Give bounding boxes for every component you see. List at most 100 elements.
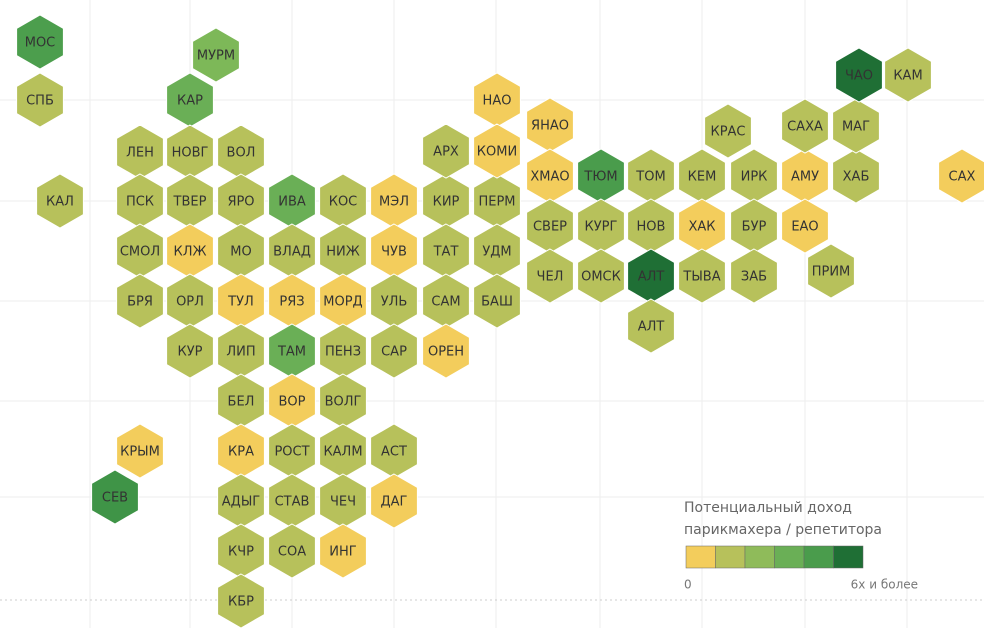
region-label: МОРД (323, 295, 362, 310)
region-label: КРА (228, 445, 254, 460)
region-label: ЛЕН (126, 146, 154, 161)
region-label: ЗАБ (741, 270, 767, 285)
region-hex (832, 148, 880, 204)
region-label: КАЛ (46, 195, 74, 210)
region-label: ИРК (741, 170, 768, 185)
region-label: ИНГ (329, 545, 357, 560)
region-label: КАР (177, 94, 203, 109)
region-label: ПРИМ (812, 265, 851, 280)
region-label: АЛТ (638, 320, 665, 335)
region-hex (678, 248, 726, 304)
legend-swatch (685, 545, 716, 569)
region-label: ВОР (279, 395, 306, 410)
region-label: БРЯ (127, 295, 153, 310)
legend-swatch (803, 545, 834, 569)
region-label: ВЛАД (273, 245, 311, 260)
region-hex (370, 473, 418, 529)
region-label: СПБ (26, 94, 54, 109)
region-hex (730, 248, 778, 304)
region-hex (938, 148, 984, 204)
legend-swatch (744, 545, 775, 569)
region-label: СОА (278, 545, 306, 560)
region-label: ДАГ (381, 495, 408, 510)
region-label: СМОЛ (120, 245, 160, 260)
region-label: АЛТ (638, 270, 665, 285)
region-hex (36, 173, 84, 229)
region-label: НОВ (637, 220, 666, 235)
legend-min: 0 (684, 578, 692, 592)
region-label: АМУ (791, 170, 819, 185)
region-hex (116, 273, 164, 329)
region-hex (422, 123, 470, 179)
region-label: ВОЛ (227, 146, 256, 161)
region-label: СЕВ (102, 491, 128, 506)
region-label: УЛЬ (381, 295, 408, 310)
region-label: РЯЗ (279, 295, 304, 310)
legend-title: парикмахера / репетитора (684, 522, 882, 538)
region-label: ЧУВ (381, 245, 407, 260)
region-label: СТАВ (275, 495, 310, 510)
region-label: РОСТ (274, 445, 309, 460)
region-hex (577, 248, 625, 304)
region-label: КИР (433, 195, 460, 210)
region-label: МОС (25, 36, 56, 51)
legend-swatch (833, 545, 864, 569)
legend-title: Потенциальный доход (684, 500, 852, 516)
legend-swatch (715, 545, 746, 569)
region-hex (116, 423, 164, 479)
region-label: ОМСК (581, 270, 621, 285)
region-label: АСТ (381, 445, 407, 460)
region-label: ЯНАО (531, 119, 569, 134)
region-hex (526, 248, 574, 304)
region-label: ЛИП (226, 345, 255, 360)
region-label: КОМИ (477, 145, 517, 160)
region-label: АРХ (433, 145, 459, 160)
region-label: ТАМ (277, 345, 306, 360)
region-label: ТЫВА (682, 270, 720, 285)
region-hex (473, 123, 521, 179)
region-label: ЧЕЧ (330, 495, 356, 510)
region-hex (16, 14, 64, 70)
region-label: КАМ (893, 69, 922, 84)
region-label: ЯРО (227, 195, 254, 210)
region-hex (166, 323, 214, 379)
region-label: СВЕР (533, 220, 567, 235)
region-label: КЧР (228, 545, 254, 560)
region-label: БУР (742, 220, 767, 235)
region-label: ТУЛ (227, 295, 254, 310)
region-hex (627, 298, 675, 354)
region-label: НАО (483, 94, 512, 109)
region-label: БАШ (481, 295, 513, 310)
region-label: ТВЕР (173, 195, 207, 210)
region-hex (217, 573, 265, 628)
hexes: МОС СПБ МУРМ КАР ЛЕН НОВГ ВОЛ КАЛ ПСК ТВЕР ЯРО ИВА К… (16, 14, 984, 628)
region-label: КУРГ (585, 220, 618, 235)
region-label: ЕАО (791, 220, 818, 235)
region-hex (268, 523, 316, 579)
region-label: МЭЛ (379, 195, 409, 210)
region-hex (704, 103, 752, 159)
region-label: НОВГ (172, 146, 209, 161)
region-label: УДМ (482, 245, 511, 260)
region-label: КЛЖ (173, 245, 206, 260)
legend: Потенциальный доход парикмахера / репети… (684, 500, 918, 592)
region-label: БЕЛ (228, 395, 255, 410)
region-label: ХАБ (843, 170, 870, 185)
region-label: ТОМ (635, 170, 665, 185)
region-label: КБР (228, 595, 254, 610)
region-hex (884, 47, 932, 103)
region-label: ПСК (126, 195, 154, 210)
region-hex (807, 243, 855, 299)
region-hex (192, 27, 240, 83)
region-label: КЕМ (688, 170, 717, 185)
region-label: ЧЕЛ (537, 270, 564, 285)
region-label: КРЫМ (120, 445, 160, 460)
legend-swatch (774, 545, 805, 569)
region-label: САМ (431, 295, 460, 310)
region-hex (832, 98, 880, 154)
region-label: ХМАО (530, 170, 569, 185)
region-label: АДЫГ (222, 495, 261, 510)
region-hex (16, 72, 64, 128)
region-label: ТЮМ (583, 170, 617, 185)
region-label: КОС (329, 195, 358, 210)
